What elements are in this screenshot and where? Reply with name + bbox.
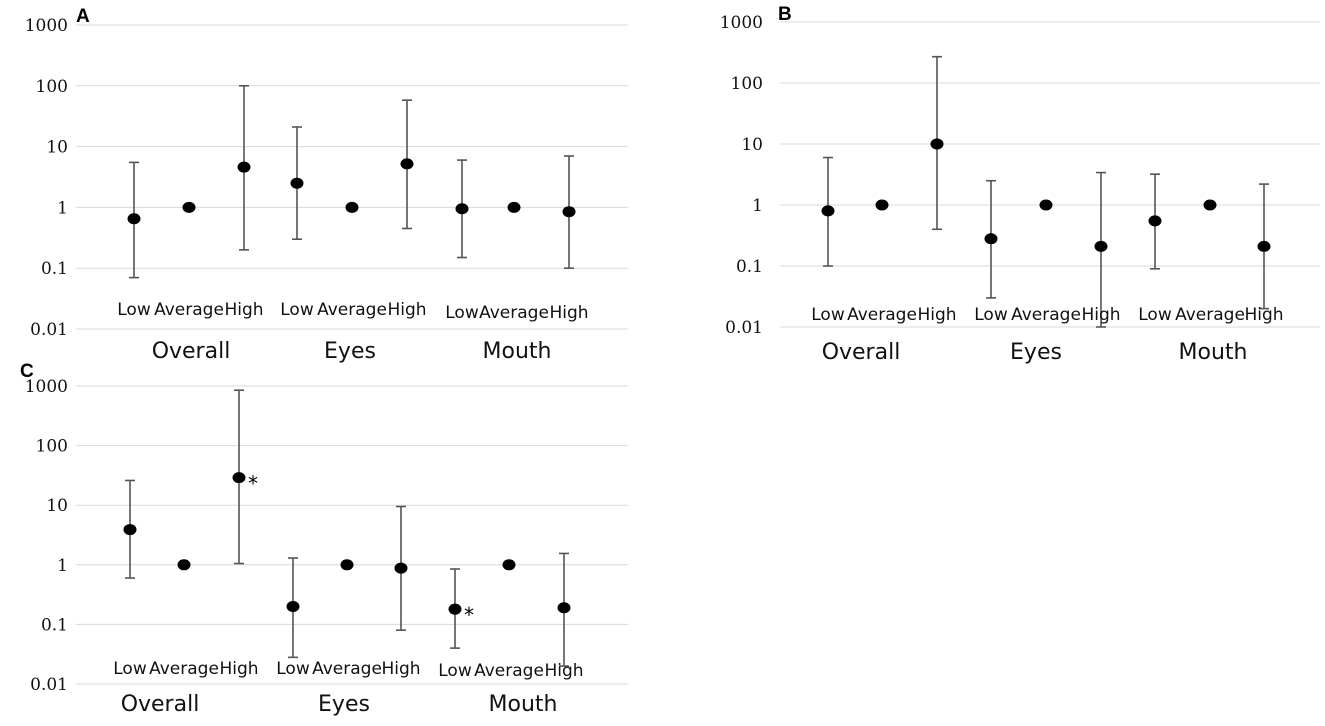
significance-marker: *: [464, 603, 474, 627]
x-group-label: Eyes: [324, 339, 376, 364]
data-point: [394, 562, 408, 574]
x-group-label: Eyes: [318, 692, 370, 717]
x-group-label: Mouth: [483, 339, 552, 364]
y-tick-label: 1: [752, 196, 763, 216]
data-point: [400, 158, 414, 170]
data-point: [1257, 240, 1271, 252]
x-category-label: High: [224, 300, 263, 320]
x-category-label: High: [219, 659, 258, 679]
x-category-label: Low: [276, 659, 310, 679]
data-point: [448, 603, 462, 615]
data-point: [123, 524, 137, 536]
data-point: [984, 233, 998, 245]
x-category-label: Low: [438, 661, 472, 681]
data-point: [875, 199, 889, 211]
data-point: [286, 600, 300, 612]
x-category-label: Low: [445, 303, 479, 323]
y-tick-label: 0.1: [736, 257, 763, 277]
x-category-label: Average: [474, 661, 544, 681]
x-category-label: Low: [974, 305, 1008, 325]
x-category-label: Low: [811, 305, 845, 325]
y-tick-label: 0.01: [725, 318, 763, 338]
y-tick-label: 1: [57, 556, 68, 576]
x-category-label: Low: [1138, 305, 1172, 325]
x-category-label: High: [381, 659, 420, 679]
data-point: [177, 559, 191, 571]
data-point: [455, 203, 469, 215]
y-tick-label: 10: [46, 138, 68, 158]
y-tick-label: 0.01: [30, 675, 68, 695]
y-tick-label: 0.1: [41, 259, 68, 279]
data-point: [821, 205, 835, 217]
data-point: [557, 602, 571, 614]
x-category-label: Average: [317, 300, 387, 320]
data-point: [930, 138, 944, 150]
x-group-label: Overall: [152, 339, 231, 364]
x-group-label: Overall: [822, 340, 901, 365]
data-point: [507, 201, 521, 213]
y-tick-label: 0.1: [41, 615, 68, 635]
y-tick-label: 10: [46, 496, 68, 516]
x-group-label: Eyes: [1010, 340, 1062, 365]
panel-letter: A: [76, 6, 90, 27]
x-category-label: High: [544, 661, 583, 681]
data-point: [1148, 215, 1162, 227]
x-category-label: Average: [1175, 305, 1245, 325]
data-point: [127, 213, 141, 225]
data-point: [232, 472, 246, 484]
x-category-label: Average: [149, 659, 219, 679]
y-tick-label: 1: [57, 198, 68, 218]
y-tick-label: 100: [36, 77, 68, 97]
x-category-label: Average: [1011, 305, 1081, 325]
data-point: [182, 201, 196, 213]
y-tick-label: 10: [741, 135, 763, 155]
x-group-label: Mouth: [1179, 340, 1248, 365]
data-point: [1094, 240, 1108, 252]
significance-marker: *: [248, 472, 258, 496]
y-tick-label: 1000: [25, 16, 68, 36]
x-group-label: Overall: [121, 692, 200, 717]
data-point: [1039, 199, 1053, 211]
x-category-label: Average: [847, 305, 917, 325]
x-category-label: Average: [479, 303, 549, 323]
x-category-label: Low: [113, 659, 147, 679]
data-point: [562, 206, 576, 218]
data-point: [345, 201, 359, 213]
y-tick-label: 100: [731, 74, 763, 94]
x-category-label: High: [549, 303, 588, 323]
data-point: [502, 559, 516, 571]
data-point: [340, 559, 354, 571]
x-category-label: Average: [154, 300, 224, 320]
x-category-label: Average: [312, 659, 382, 679]
x-category-label: High: [387, 300, 426, 320]
x-category-label: Low: [280, 300, 314, 320]
y-tick-label: 1000: [25, 377, 68, 397]
panel-letter: B: [778, 4, 792, 25]
data-point: [237, 161, 251, 173]
x-category-label: High: [1081, 305, 1120, 325]
x-category-label: Low: [117, 300, 151, 320]
y-tick-label: 100: [36, 437, 68, 457]
data-point: [1203, 199, 1217, 211]
y-tick-label: 1000: [720, 13, 763, 33]
x-category-label: High: [1244, 305, 1283, 325]
y-tick-label: 0.01: [30, 320, 68, 340]
panel-letter: C: [20, 361, 34, 382]
x-group-label: Mouth: [489, 692, 558, 717]
data-point: [290, 177, 304, 189]
x-category-label: High: [917, 305, 956, 325]
